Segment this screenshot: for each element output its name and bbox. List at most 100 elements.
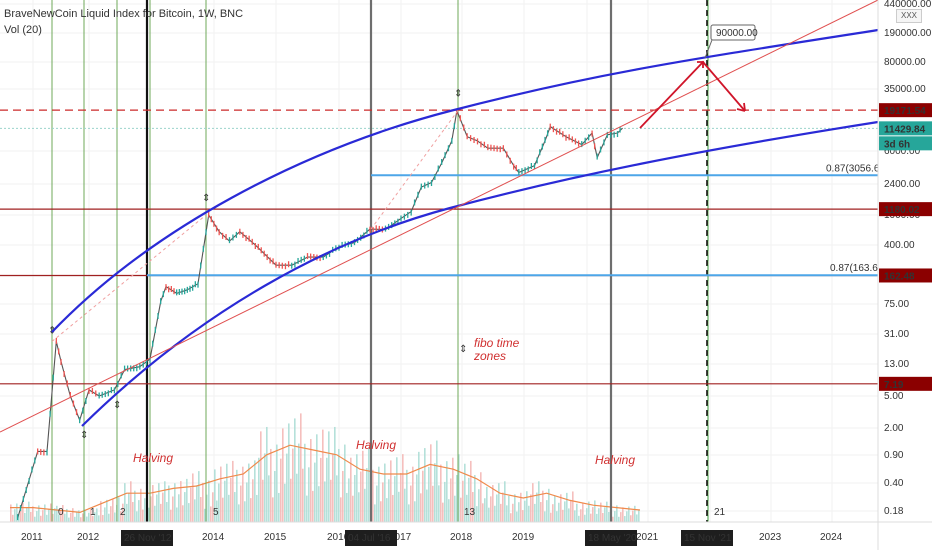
volume-bar <box>222 497 224 522</box>
volume-bar <box>122 503 124 522</box>
volume-bar <box>460 497 462 522</box>
volume-bar <box>566 492 568 522</box>
volume-bar <box>302 468 304 522</box>
volume-bar <box>548 488 550 522</box>
volume-bar <box>404 488 406 522</box>
volume-bar <box>156 494 158 522</box>
volume-bar <box>60 509 62 522</box>
volume-bar <box>334 426 336 522</box>
volume-bar <box>322 429 324 522</box>
volume-bar <box>418 451 420 522</box>
halving-label-3: Halving <box>595 453 635 467</box>
volume-bar <box>564 501 566 522</box>
trend-line <box>0 0 879 433</box>
volume-bar <box>48 509 50 522</box>
volume-bar <box>474 475 476 522</box>
volume-bar <box>164 481 166 522</box>
volume-bar <box>234 492 236 522</box>
date-tag-text: 26 Nov '12 <box>124 533 172 544</box>
volume-bar <box>390 460 392 522</box>
price-tick-label: 13.00 <box>884 359 909 370</box>
volume-bar <box>202 482 204 522</box>
volume-bar <box>102 514 104 522</box>
volume-bar <box>288 423 290 522</box>
volume-bar <box>622 507 624 522</box>
swing-marker-icon: ⇕ <box>80 430 88 441</box>
volume-bar <box>318 486 320 522</box>
volume-bar <box>152 485 154 522</box>
volume-bar <box>296 473 298 522</box>
right-price-axis[interactable]: 440000.00 190000.00 80000.00 35000.00 6000.0… <box>877 0 932 550</box>
price-label-text: 19171.54 <box>884 106 926 117</box>
volume-bar <box>298 443 300 522</box>
volume-bar <box>188 503 190 522</box>
volume-bar <box>226 463 228 522</box>
volume-bar <box>174 483 176 522</box>
channel-upper <box>51 28 879 333</box>
volume-bar <box>568 508 570 522</box>
volume-bar <box>278 492 280 522</box>
volume-bar <box>190 487 192 522</box>
year-label: 2015 <box>264 532 287 543</box>
scale-mode-button[interactable]: XXX <box>896 9 922 23</box>
date-tag-text: 15 Nov '21 <box>684 533 732 544</box>
volume-bar <box>66 508 68 522</box>
volume-bar <box>608 512 610 522</box>
volume-bar <box>106 499 108 522</box>
volume-bar <box>420 493 422 522</box>
volume-bar <box>274 470 276 522</box>
volume-bar <box>556 511 558 522</box>
volume-bar <box>262 479 264 522</box>
volume-bar <box>58 514 60 522</box>
volume-bar <box>392 494 394 522</box>
volume-bar <box>604 507 606 522</box>
volume-bar <box>192 473 194 522</box>
volume-bar <box>34 516 36 522</box>
volume-bar <box>64 513 66 522</box>
price-label-text: 162.48 <box>884 271 915 282</box>
volume-bar <box>414 501 416 522</box>
volume-bar <box>62 505 64 522</box>
volume-bar <box>14 509 16 522</box>
volume-bar <box>306 495 308 522</box>
volume-bar <box>52 513 54 522</box>
volume-bar <box>448 499 450 522</box>
volume-bar <box>434 463 436 522</box>
volume-bar <box>416 474 418 522</box>
volume-bar <box>268 475 270 522</box>
volume-bar <box>514 494 516 522</box>
price-label-box <box>879 376 932 391</box>
volume-bar <box>212 492 214 522</box>
fibo-zone-number: 1 <box>90 507 96 518</box>
volume-bar <box>358 492 360 522</box>
volume-bar <box>444 481 446 522</box>
time-axis[interactable]: 2011201220132014201520162017201820192021… <box>0 521 932 546</box>
price-tick-label: 0.40 <box>884 478 904 489</box>
volume-bar <box>320 457 322 522</box>
volume-bar <box>598 508 600 522</box>
volume-bar <box>386 498 388 522</box>
volume-bar <box>282 428 284 522</box>
volume-bar <box>502 492 504 522</box>
volume-bar <box>158 483 160 522</box>
volume-bar <box>388 479 390 522</box>
price-label-box <box>879 202 932 217</box>
volume-bar <box>628 506 630 522</box>
volume-bar <box>150 496 152 522</box>
price-tick-label: 190000.00 <box>884 28 932 39</box>
volume-bar <box>450 478 452 522</box>
volume-bar <box>18 513 20 522</box>
fibo-zone-number: 13 <box>464 507 476 518</box>
volume-indicator-label[interactable]: Vol (20) <box>4 24 42 36</box>
year-label: 2011 <box>21 532 43 543</box>
volume-bar <box>12 514 14 522</box>
volume-bar <box>20 508 22 522</box>
price-label-box <box>879 121 932 136</box>
price-label-text: 1180.02 <box>884 205 920 216</box>
volume-bar <box>104 507 106 522</box>
fibo-label-2: zones <box>473 349 506 363</box>
volume-bar <box>210 506 212 522</box>
price-tag-box <box>710 24 756 41</box>
volume-bar <box>178 494 180 522</box>
